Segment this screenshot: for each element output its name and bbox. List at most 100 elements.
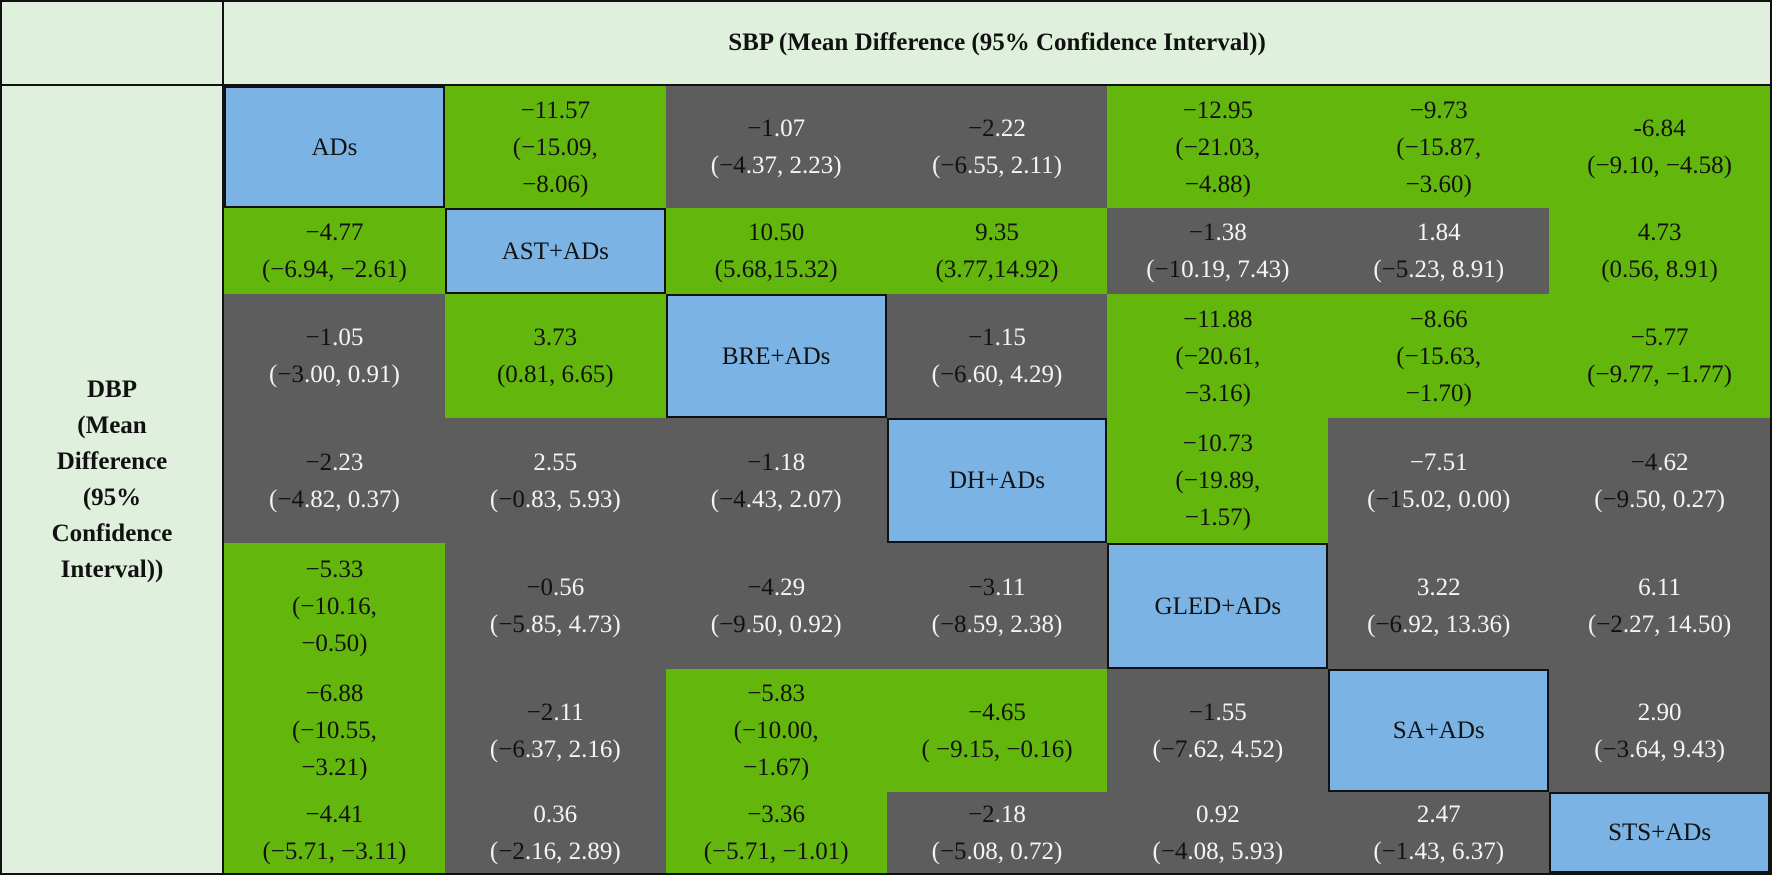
mean-difference: −12.95 — [1182, 96, 1254, 124]
confidence-interval: −1.57) — [1184, 504, 1251, 531]
confidence-interval: (−6.94, −2.61) — [261, 256, 407, 283]
nonsignificant-cell: 2.90 (−3.64, 9.43) — [1549, 669, 1770, 792]
mean-difference: −2.11 — [526, 698, 584, 726]
treatment-label-cell: SA+ADs — [1328, 669, 1550, 792]
nonsignificant-cell: −2.11 (−6.37, 2.16) — [444, 669, 666, 792]
mean-difference: STS+ADs — [1608, 819, 1712, 846]
confidence-interval: −4.88) — [1184, 170, 1251, 198]
nonsignificant-cell: −1.15 (−6.60, 4.29) — [886, 294, 1108, 418]
mean-difference: ADs — [311, 133, 358, 161]
confidence-interval: (−10.00, — [733, 717, 819, 744]
nonsignificant-cell: 2.47 (−1.43, 6.37) — [1328, 792, 1550, 873]
confidence-interval: (−3.64, 9.43) — [1594, 735, 1725, 763]
confidence-interval: (−5.71, −1.01) — [703, 837, 849, 865]
mean-difference: −4.41 — [305, 800, 364, 828]
confidence-interval: (−6.55, 2.11) — [932, 152, 1062, 179]
confidence-interval: (−10.19, 7.43) — [1146, 256, 1290, 283]
mean-difference: −9.73 — [1409, 96, 1468, 124]
confidence-interval: (−4.82, 0.37) — [269, 485, 400, 513]
mean-difference: 2.90 — [1637, 698, 1682, 726]
confidence-interval: (−4.43, 2.07) — [710, 485, 842, 513]
mean-difference: −11.57 — [520, 96, 590, 124]
confidence-interval: (−9.10, −4.58) — [1587, 152, 1732, 179]
confidence-interval: −3.21) — [301, 754, 368, 781]
nonsignificant-cell: −4.29 (−9.50, 0.92) — [665, 543, 887, 669]
mean-difference: −5.77 — [1630, 324, 1689, 351]
nonsignificant-cell: −3.11 (−8.59, 2.38) — [886, 543, 1108, 669]
mean-difference: −1.55 — [1188, 698, 1247, 726]
confidence-interval: (−7.62, 4.52) — [1152, 735, 1284, 763]
confidence-interval: (−4.37, 2.23) — [710, 152, 842, 179]
mean-difference: −5.33 — [305, 555, 364, 583]
confidence-interval: (−5.71, −3.11) — [262, 837, 407, 865]
treatment-label-cell: GLED+ADs — [1107, 543, 1329, 669]
mean-difference: −4.62 — [1630, 448, 1689, 476]
nonsignificant-cell: −7.51 (−15.02, 0.00) — [1328, 418, 1550, 543]
confidence-interval: (−1.43, 6.37) — [1373, 837, 1505, 865]
significant-cell: −4.77 (−6.94, −2.61) — [224, 208, 445, 294]
confidence-interval: (5.68,15.32) — [714, 256, 838, 283]
mean-difference: 1.84 — [1416, 219, 1461, 246]
sbp-column-header: SBP (Mean Difference (95% Confidence Int… — [224, 2, 1770, 86]
mean-difference: −2.23 — [305, 448, 364, 476]
nonsignificant-cell: −2.23 (−4.82, 0.37) — [224, 418, 445, 543]
mean-difference: −6.88 — [305, 680, 364, 707]
mean-difference: −1.38 — [1188, 219, 1247, 246]
confidence-interval: (−6.92, 13.36) — [1367, 611, 1511, 638]
mean-difference: BRE+ADs — [721, 342, 831, 370]
significant-cell: −4.65 ( −9.15, −0.16) — [886, 669, 1108, 792]
nonsignificant-cell: −1.05 (−3.00, 0.91) — [224, 294, 445, 418]
nonsignificant-cell: 0.92 (−4.08, 5.93) — [1107, 792, 1329, 873]
confidence-interval: (−21.03, — [1175, 133, 1261, 161]
mean-difference: −1.18 — [747, 448, 806, 476]
confidence-interval: (−9.50, 0.92) — [710, 611, 842, 638]
confidence-interval: (−5.23, 8.91) — [1373, 256, 1505, 283]
mean-difference: −11.88 — [1183, 305, 1253, 333]
mean-difference: −7.51 — [1409, 448, 1468, 476]
confidence-interval: (−2.16, 2.89) — [489, 837, 621, 865]
confidence-interval: (−15.63, — [1396, 342, 1482, 370]
mean-difference: −4.65 — [968, 698, 1026, 726]
confidence-interval: (−15.02, 0.00) — [1367, 485, 1511, 513]
mean-difference: 4.73 — [1637, 219, 1682, 246]
significant-cell: −12.95 (−21.03, −4.88) — [1107, 86, 1329, 208]
dbp-row-header-text: DBP (Mean Difference (95% Confidence Interval… — [51, 375, 173, 583]
significant-cell: −3.36 (−5.71, −1.01) — [665, 792, 887, 873]
mean-difference: −1.05 — [305, 324, 364, 351]
mean-difference: SA+ADs — [1392, 717, 1485, 744]
confidence-interval: (0.56, 8.91) — [1601, 256, 1718, 283]
nonsignificant-cell: 2.55 (−0.83, 5.93) — [444, 418, 666, 543]
significant-cell: −11.88 (−20.61, −3.16) — [1107, 294, 1329, 418]
mean-difference: 9.35 — [975, 219, 1019, 246]
confidence-interval: (−6.60, 4.29) — [931, 361, 1063, 388]
mean-difference: 6.11 — [1638, 574, 1681, 601]
mean-difference: −2.22 — [968, 115, 1026, 142]
mean-difference: 0.36 — [533, 800, 578, 828]
mean-difference: AST+ADs — [501, 237, 609, 265]
mean-difference: −3.36 — [747, 800, 806, 828]
confidence-interval: (−20.61, — [1175, 342, 1261, 370]
significant-cell: −5.33 (−10.16, −0.50) — [224, 543, 445, 669]
confidence-interval: −1.67) — [743, 754, 810, 781]
confidence-interval: (−2.27, 14.50) — [1587, 611, 1732, 638]
mean-difference: DH+ADs — [948, 467, 1046, 494]
mean-difference: −4.77 — [305, 219, 364, 246]
treatment-label-cell: BRE+ADs — [665, 294, 887, 418]
significant-cell: 9.35 (3.77,14.92) — [886, 208, 1108, 294]
confidence-interval: −3.16) — [1184, 379, 1251, 407]
significant-cell: −6.88 (−10.55, −3.21) — [224, 669, 445, 792]
nonsignificant-cell: −2.18 (−5.08, 0.72) — [886, 792, 1108, 873]
nonsignificant-cell: −2.22 (−6.55, 2.11) — [886, 86, 1108, 208]
confidence-interval: −1.70) — [1405, 379, 1472, 407]
mean-difference: 0.92 — [1195, 800, 1240, 828]
nonsignificant-cell: 3.22 (−6.92, 13.36) — [1328, 543, 1550, 669]
mean-difference: −1.15 — [968, 324, 1026, 351]
significant-cell: −4.41 (−5.71, −3.11) — [224, 792, 445, 873]
confidence-interval: (0.81, 6.65) — [496, 361, 614, 388]
confidence-interval: (−3.00, 0.91) — [269, 361, 400, 388]
confidence-interval: (−10.55, — [291, 717, 377, 744]
nonsignificant-cell: −0.56 (−5.85, 4.73) — [444, 543, 666, 669]
significant-cell: −11.57 (−15.09, −8.06) — [444, 86, 666, 208]
nonsignificant-cell: −1.07 (−4.37, 2.23) — [665, 86, 887, 208]
nonsignificant-cell: 6.11 (−2.27, 14.50) — [1549, 543, 1770, 669]
